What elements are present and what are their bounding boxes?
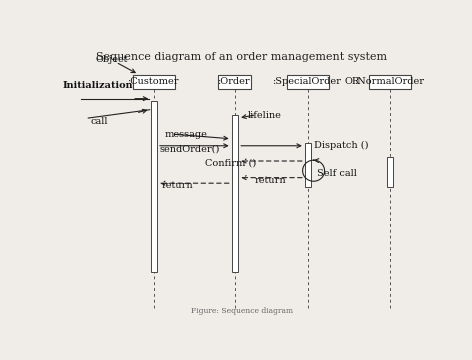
Bar [133, 75, 175, 89]
Text: call: call [90, 117, 108, 126]
Text: Self call: Self call [317, 169, 357, 178]
Bar [218, 75, 251, 89]
Text: :NormalOrder: :NormalOrder [355, 77, 425, 86]
Text: Confirm (): Confirm () [205, 158, 257, 167]
Text: message: message [165, 130, 208, 139]
Bar [387, 157, 393, 187]
Bar [305, 143, 311, 187]
Text: Object: Object [95, 55, 128, 64]
Text: Dispatch (): Dispatch () [313, 141, 368, 150]
Text: return: return [161, 181, 193, 190]
Text: OR: OR [344, 77, 359, 86]
Text: :Customer: :Customer [128, 77, 180, 86]
Bar [369, 75, 411, 89]
Bar [151, 102, 157, 272]
Text: :SpecialOrder: :SpecialOrder [273, 77, 342, 86]
Text: lifeline: lifeline [247, 111, 281, 120]
Bar [287, 75, 329, 89]
Text: return: return [255, 176, 287, 185]
Text: sendOrder(): sendOrder() [160, 144, 220, 153]
Text: :Order: :Order [218, 77, 251, 86]
Text: Initialization: Initialization [63, 81, 133, 90]
Text: Figure: Sequence diagram: Figure: Sequence diagram [191, 307, 293, 315]
Text: Sequence diagram of an order management system: Sequence diagram of an order management … [96, 51, 388, 62]
Bar [232, 115, 237, 272]
